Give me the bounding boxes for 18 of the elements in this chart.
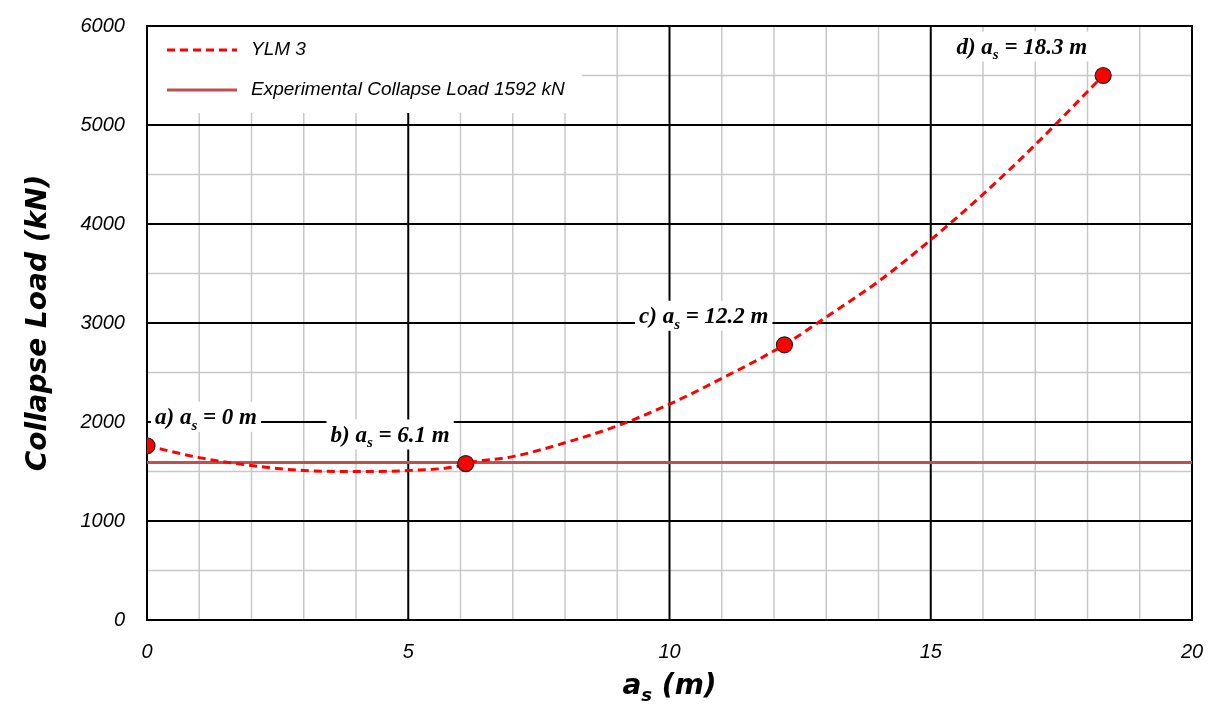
- y-axis-title: Collapse Load (kN): [20, 174, 53, 472]
- legend-label: YLM 3: [251, 38, 307, 60]
- y-tick-label: 0: [113, 607, 125, 630]
- y-tick-label: 1000: [80, 508, 125, 531]
- x-tick-label: 10: [658, 639, 681, 662]
- point: [1094, 66, 1112, 85]
- y-tick-label: 5000: [80, 112, 125, 135]
- y-tick-label: 4000: [80, 211, 125, 234]
- y-tick-label: 3000: [80, 310, 125, 333]
- x-tick-label: 20: [1179, 639, 1204, 662]
- point: [457, 454, 475, 473]
- y-tick-label: 2000: [79, 409, 125, 432]
- x-tick-label: 5: [402, 639, 415, 662]
- x-tick-label: 15: [919, 639, 943, 662]
- x-tick-label: 0: [141, 639, 153, 662]
- point: [775, 336, 794, 354]
- legend-label: Experimental Collapse Load 1592 kN: [251, 78, 565, 100]
- y-tick-label: 6000: [80, 13, 125, 36]
